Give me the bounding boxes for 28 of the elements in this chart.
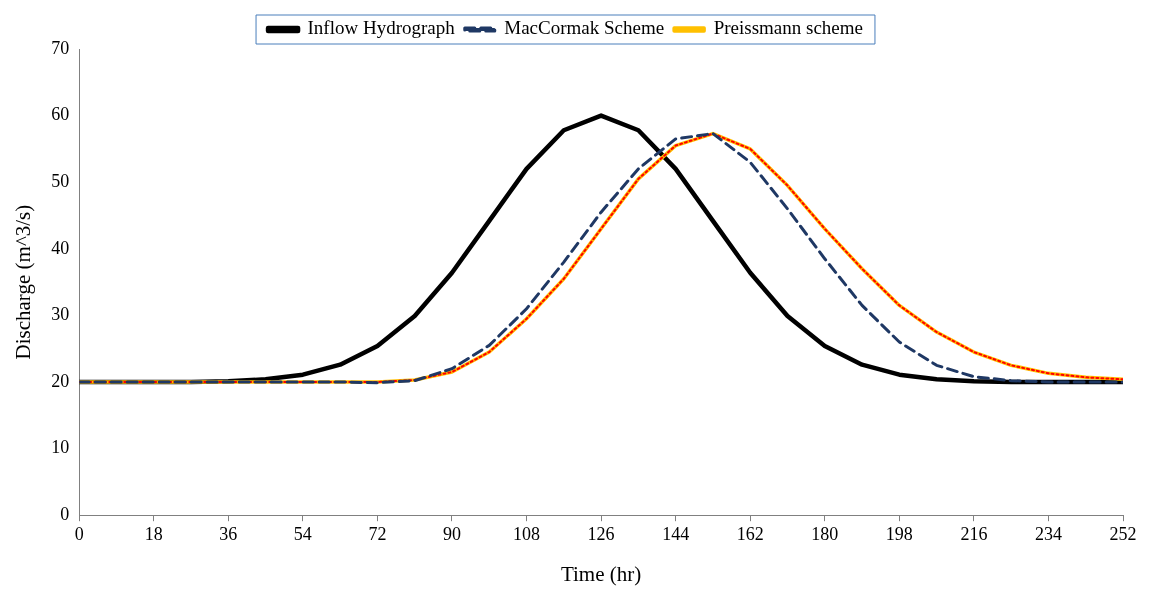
y-tick-label: 30 <box>51 304 70 325</box>
y-tick-label: 60 <box>51 104 70 125</box>
y-axis-title: Discharge (m^3/s) <box>11 204 36 360</box>
x-tick-label: 72 <box>368 523 387 544</box>
x-tick-label: 0 <box>74 523 84 544</box>
y-tick-label: 40 <box>51 237 70 258</box>
legend-label: Inflow Hydrograph <box>307 17 456 39</box>
x-tick-label: 108 <box>513 523 541 544</box>
x-tick-label: 216 <box>960 523 988 544</box>
x-tick-label: 126 <box>587 523 615 544</box>
x-tick-label: 54 <box>293 523 312 544</box>
x-tick-label: 36 <box>219 523 238 544</box>
legend-label: MacCormak Scheme <box>504 17 665 39</box>
x-tick-label: 90 <box>442 523 461 544</box>
y-tick-label: 50 <box>51 170 70 191</box>
x-tick-label: 162 <box>736 523 764 544</box>
x-tick-label: 198 <box>885 523 913 544</box>
legend-label: Preissmann scheme <box>713 17 863 39</box>
y-tick-label: 20 <box>51 370 70 391</box>
x-axis-title: Time (hr) <box>560 561 642 586</box>
x-tick-label: 180 <box>811 523 839 544</box>
x-tick-label: 234 <box>1034 523 1062 544</box>
y-tick-label: 70 <box>51 37 70 58</box>
x-tick-label: 18 <box>144 523 163 544</box>
x-tick-label: 144 <box>662 523 690 544</box>
y-tick-label: 10 <box>51 437 70 458</box>
y-tick-label: 0 <box>60 503 70 524</box>
x-tick-label: 252 <box>1109 523 1137 544</box>
